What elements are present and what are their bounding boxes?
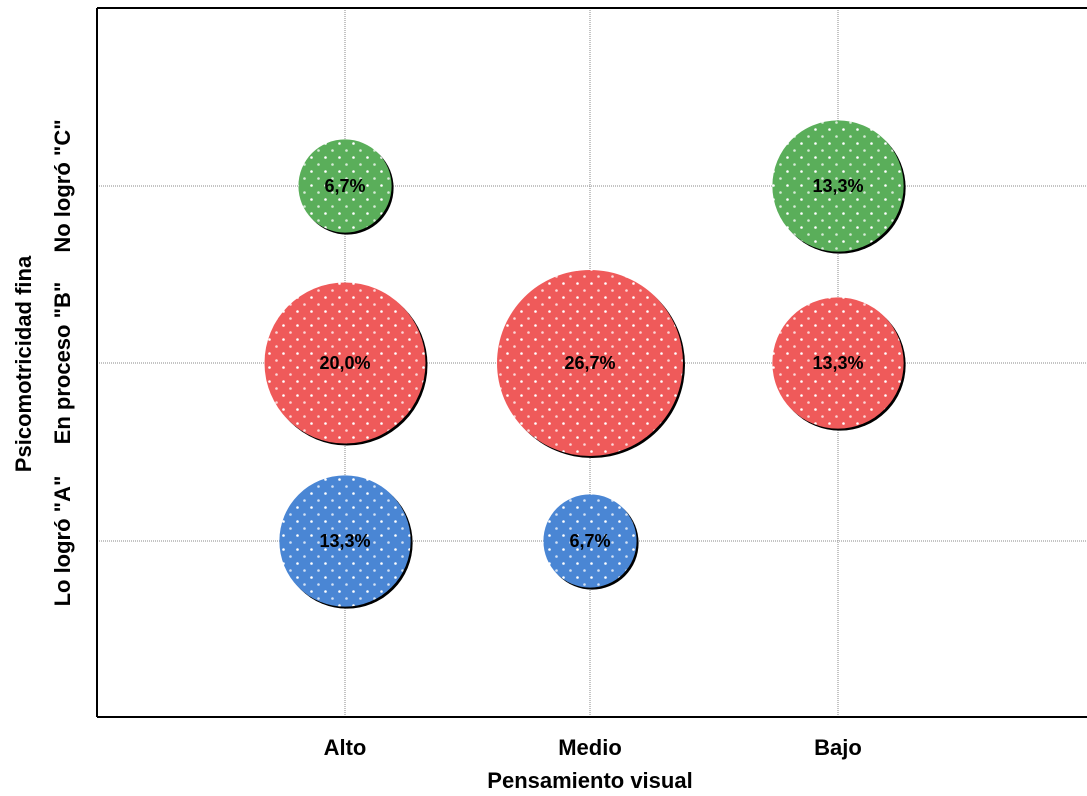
y-tick-labels: Lo logró "A" En proceso "B" No logró "C" xyxy=(50,119,75,606)
x-tick-label: Bajo xyxy=(814,735,862,760)
bubble: 13,3% xyxy=(772,120,906,254)
bubble-circle xyxy=(279,475,411,607)
bubble-label: 6,7% xyxy=(569,531,610,551)
bubble-label: 13,3% xyxy=(812,353,863,373)
bubble-circle xyxy=(772,120,904,252)
x-axis-title: Pensamiento visual xyxy=(487,768,692,793)
bubble-circle xyxy=(543,494,637,588)
bubble-circle xyxy=(264,282,426,444)
bubble-circle xyxy=(772,297,904,429)
x-tick-label: Medio xyxy=(558,735,622,760)
y-axis-title: Psicomotricidad fina xyxy=(11,255,36,472)
bubble: 20,0% xyxy=(264,282,428,446)
bubble: 26,7% xyxy=(497,270,685,458)
bubble-label: 13,3% xyxy=(319,531,370,551)
axes xyxy=(96,7,1087,718)
bubble-label: 20,0% xyxy=(319,353,370,373)
bubble: 13,3% xyxy=(279,475,413,609)
y-tick-label: En proceso "B" xyxy=(50,282,75,445)
y-tick-label: Lo logró "A" xyxy=(50,476,75,607)
x-tick-label: Alto xyxy=(324,735,367,760)
y-tick-label: No logró "C" xyxy=(50,119,75,252)
bubbles: 13,3% 6,7% 20,0% 26,7% 13,3% 6,7% 13,3% xyxy=(264,120,906,609)
bubble-circle xyxy=(298,139,392,233)
bubble: 6,7% xyxy=(298,139,394,235)
bubble: 13,3% xyxy=(772,297,906,431)
bubble-label: 26,7% xyxy=(564,353,615,373)
bubble-circle xyxy=(497,270,683,456)
bubble-label: 13,3% xyxy=(812,176,863,196)
bubble-label: 6,7% xyxy=(324,176,365,196)
bubble: 6,7% xyxy=(543,494,639,590)
x-tick-labels: Alto Medio Bajo xyxy=(324,735,862,760)
